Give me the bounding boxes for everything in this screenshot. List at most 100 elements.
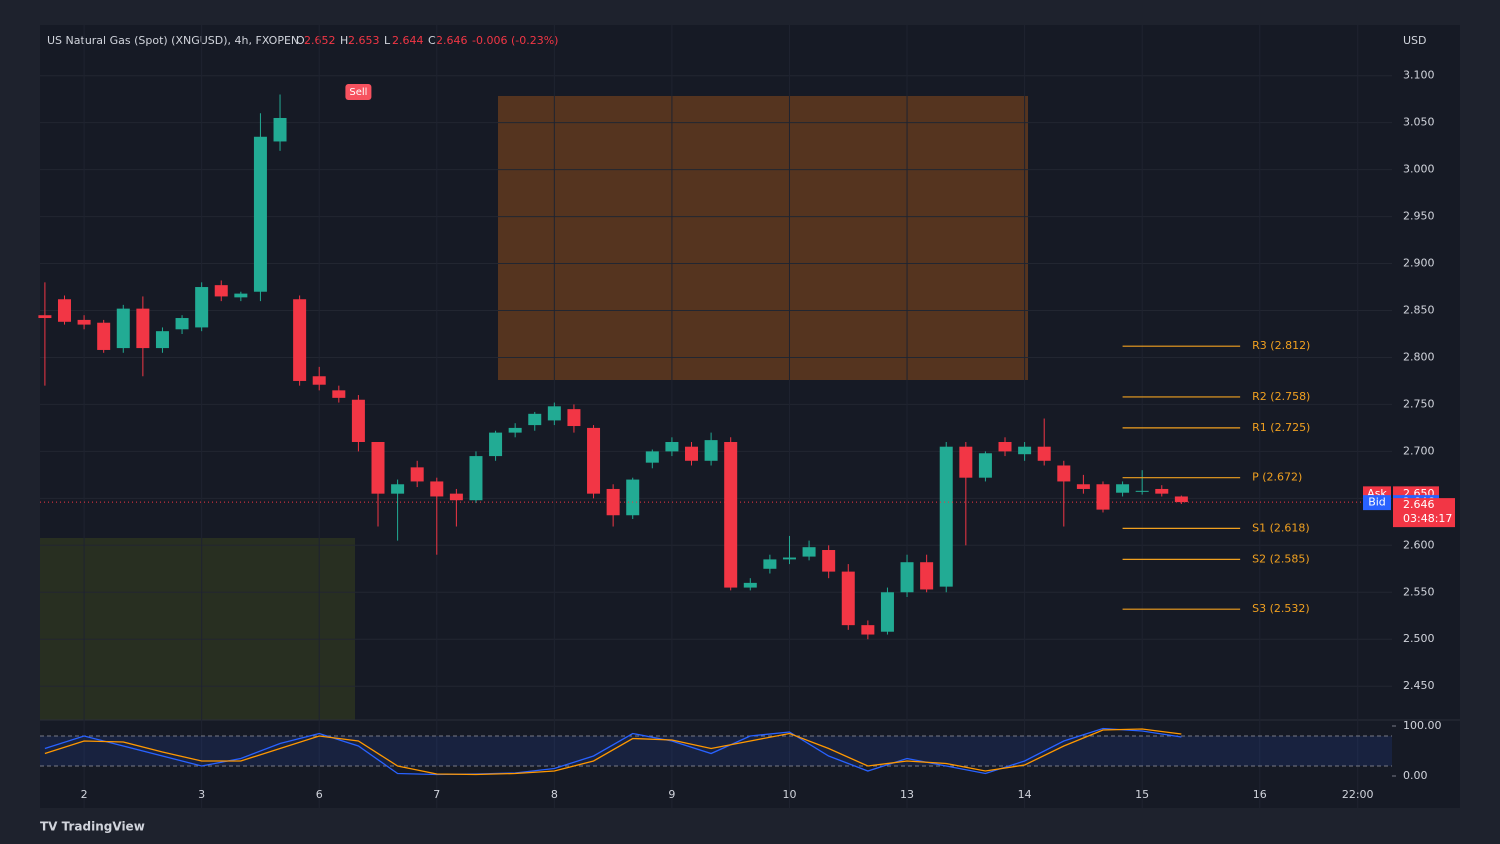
- candle-body: [57, 299, 71, 322]
- candle-body: [861, 625, 875, 635]
- signal-label: Sell: [349, 87, 367, 98]
- y-tick-label: 2.850: [1403, 304, 1435, 317]
- x-tick-label: 14: [1018, 788, 1032, 801]
- x-tick-label: 15: [1135, 788, 1149, 801]
- candle-body: [410, 467, 424, 482]
- x-tick-label: 7: [433, 788, 440, 801]
- candle-body: [489, 432, 503, 457]
- candle-body: [567, 409, 581, 427]
- ohlc-label: L: [384, 34, 391, 47]
- candle-body: [959, 446, 973, 478]
- candle-body: [528, 413, 542, 426]
- candle-body: [1174, 496, 1188, 503]
- bid-badge: [1363, 495, 1391, 511]
- y-tick-label: 2.750: [1403, 397, 1435, 410]
- candle-body: [38, 315, 52, 319]
- candle-body: [587, 427, 601, 494]
- candle-body: [685, 446, 699, 461]
- currency-label: USD: [1403, 34, 1427, 47]
- candle-body: [449, 493, 463, 501]
- y-tick-label: 2.550: [1403, 585, 1435, 598]
- candle-body: [704, 440, 718, 461]
- ohlc-label: C: [428, 34, 436, 47]
- x-tick-label: 2: [81, 788, 88, 801]
- pivot-label: S1 (2.618): [1252, 521, 1310, 534]
- candle-body: [743, 582, 757, 588]
- countdown: 03:48:17: [1403, 512, 1452, 525]
- candle-body: [175, 318, 189, 330]
- pivot-label: R2 (2.758): [1252, 390, 1310, 403]
- ohlc-label: O: [296, 34, 305, 47]
- x-tick-label: 9: [668, 788, 675, 801]
- y-tick-label: 2.450: [1403, 679, 1435, 692]
- pivot-label: S3 (2.532): [1252, 602, 1310, 615]
- last-price: 2.646: [1403, 498, 1435, 511]
- signal-badge: [345, 84, 372, 100]
- candle-body: [97, 322, 111, 350]
- ohlc-value: 2.644: [392, 34, 424, 47]
- y-tick-label: 3.000: [1403, 163, 1435, 176]
- candle-body: [273, 117, 287, 142]
- candle-body: [312, 376, 326, 385]
- candle-body: [253, 136, 267, 292]
- candle-body: [763, 559, 777, 569]
- candle-body: [234, 293, 248, 298]
- candle-body: [214, 285, 228, 297]
- candle-body: [136, 308, 150, 349]
- x-tick-label: 13: [900, 788, 914, 801]
- osc-tick-label: 100.00: [1403, 719, 1442, 732]
- candle-body: [841, 571, 855, 626]
- x-tick-label: 22:00: [1342, 788, 1374, 801]
- ohlc-value: 2.646: [436, 34, 468, 47]
- candle-body: [391, 484, 405, 494]
- chart-title: US Natural Gas (Spot) (XNGUSD), 4h, FXOP…: [47, 34, 299, 47]
- candle-body: [1116, 484, 1130, 493]
- candle-body: [430, 481, 444, 497]
- candle-body: [822, 550, 836, 572]
- candle-body: [900, 562, 914, 593]
- candle-body: [978, 453, 992, 478]
- change-value: -0.006 (-0.23%): [472, 34, 558, 47]
- candle-body: [1096, 484, 1110, 510]
- candle-body: [782, 557, 796, 560]
- x-tick-label: 10: [782, 788, 796, 801]
- candle-body: [665, 442, 679, 452]
- bid-label: Bid: [1368, 496, 1386, 509]
- y-tick-label: 2.700: [1403, 444, 1435, 457]
- y-tick-label: 2.500: [1403, 632, 1435, 645]
- y-tick-label: 2.950: [1403, 210, 1435, 223]
- last-price-badge: [1393, 498, 1455, 528]
- candle-body: [155, 331, 169, 349]
- candle-body: [626, 479, 640, 516]
- candle-body: [998, 442, 1012, 452]
- candle-body: [351, 399, 365, 442]
- candle-body: [1057, 465, 1071, 482]
- pivot-label: S2 (2.585): [1252, 552, 1310, 565]
- x-tick-label: 3: [198, 788, 205, 801]
- candle-body: [332, 390, 346, 398]
- y-tick-label: 3.100: [1403, 69, 1435, 82]
- candle-body: [920, 562, 934, 590]
- brand-logo: TV TradingView: [40, 820, 145, 834]
- candle-body: [469, 456, 483, 501]
- candle-body: [293, 299, 307, 381]
- candle-body: [1018, 446, 1032, 455]
- y-tick-label: 2.600: [1403, 538, 1435, 551]
- candle-body: [195, 287, 209, 328]
- candle-body: [1155, 488, 1169, 494]
- pivot-label: R3 (2.812): [1252, 339, 1310, 352]
- candle-body: [645, 451, 659, 463]
- candle-body: [77, 319, 91, 325]
- candle-body: [116, 308, 130, 349]
- ohlc-value: 2.652: [304, 34, 336, 47]
- y-tick-label: 2.900: [1403, 257, 1435, 270]
- candle-body: [371, 442, 385, 494]
- candle-body: [606, 488, 620, 516]
- candle-body: [1037, 446, 1051, 461]
- x-tick-label: 16: [1253, 788, 1267, 801]
- candle-body: [939, 446, 953, 587]
- oscillator-line: [44, 728, 1182, 776]
- candle-body: [1076, 484, 1090, 489]
